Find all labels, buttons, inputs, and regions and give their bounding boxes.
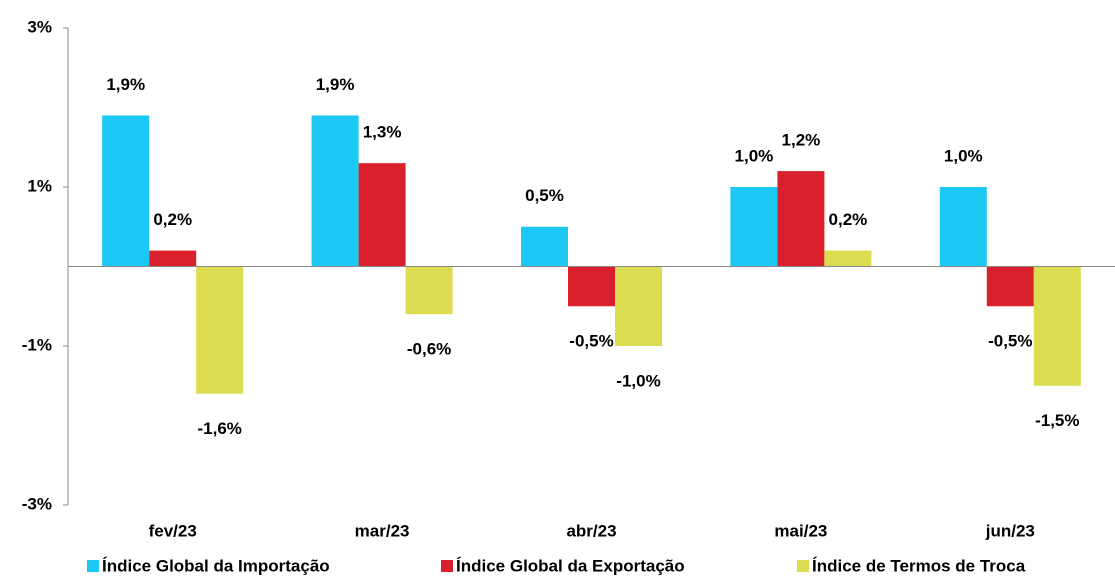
y-tick-label: 1%: [27, 176, 52, 195]
x-tick-label: abr/23: [566, 521, 616, 540]
value-label: -0,6%: [407, 340, 451, 359]
value-label: 1,3%: [363, 123, 402, 142]
bar: [102, 115, 150, 267]
legend-label: Índice Global da Exportação: [456, 556, 685, 575]
y-tick-label: -1%: [22, 335, 52, 354]
y-tick-label: -3%: [22, 494, 52, 513]
legend-swatch: [441, 560, 453, 572]
bar: [196, 266, 244, 394]
bar: [521, 226, 568, 267]
bar: [1033, 266, 1081, 386]
value-label: -1,5%: [1035, 411, 1079, 430]
bar: [358, 163, 406, 267]
y-tick-label: 3%: [27, 17, 52, 36]
bar: [405, 266, 453, 315]
value-label: 1,9%: [106, 75, 145, 94]
value-label: 1,0%: [735, 146, 774, 165]
value-label: 1,0%: [944, 146, 983, 165]
value-label: 1,2%: [782, 131, 821, 150]
bar: [824, 250, 872, 267]
value-label: 0,2%: [153, 210, 192, 229]
value-label: 1,9%: [316, 75, 355, 94]
bar: [149, 250, 197, 267]
x-tick-label: mar/23: [355, 521, 410, 540]
x-tick-label: jun/23: [985, 521, 1035, 540]
bar: [730, 187, 778, 267]
legend-swatch: [797, 560, 809, 572]
value-label: -0,5%: [569, 332, 613, 351]
legend-label: Índice de Termos de Troca: [812, 556, 1026, 575]
legend-swatch: [87, 560, 99, 572]
x-tick-label: fev/23: [149, 521, 197, 540]
legend-label: Índice Global da Importação: [102, 556, 330, 575]
value-label: 0,5%: [525, 186, 564, 205]
bar: [615, 266, 662, 346]
bar: [986, 266, 1034, 307]
value-label: -1,6%: [197, 419, 241, 438]
value-label: -1,0%: [616, 371, 660, 390]
bar: [568, 266, 615, 307]
value-label: 0,2%: [829, 210, 868, 229]
bar: [777, 171, 825, 267]
bar: [939, 187, 987, 267]
bar: [311, 115, 359, 267]
value-label: -0,5%: [988, 332, 1032, 351]
x-tick-label: mai/23: [774, 521, 827, 540]
